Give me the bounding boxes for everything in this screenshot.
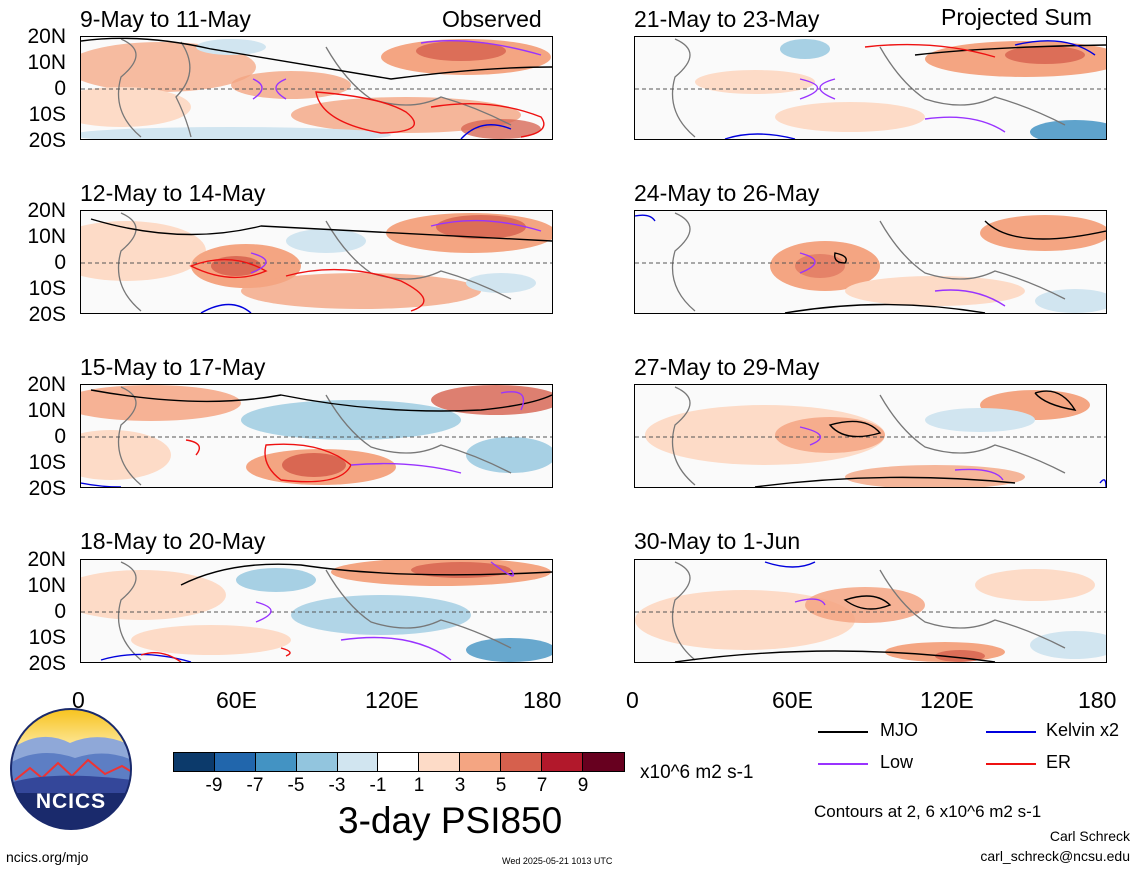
legend-swatch-kelvin [986,731,1036,733]
lat-label: 20S [28,129,66,152]
lat-label: 0 [54,251,66,274]
colorbar-box-8 [501,753,543,771]
lon-label-left-120e: 120E [365,687,419,713]
map-field-3 [81,385,552,487]
lon-label-right-120e: 120E [920,687,974,713]
legend-label-er: ER [1046,752,1072,772]
colorbar-box-0 [174,753,215,771]
credit-author: Carl Schreck [1049,828,1130,844]
lat-label: 10S [28,277,66,300]
ncics-logo-text: NCICS [35,790,107,813]
footer-timestamp: Wed 2025-05-21 1013 UTC [502,856,613,866]
lon-label-left-0: 0 [72,687,85,713]
panel-title-1: 9-May to 11-May [80,6,251,32]
map-field-1 [81,37,552,139]
map-panel-5 [634,36,1107,140]
footer-url: ncics.org/mjo [6,849,89,865]
colorbar-tick: 7 [536,775,548,796]
lat-label: 10S [28,103,66,126]
legend-label-mjo: MJO [880,720,918,740]
panel-title-3: 15-May to 17-May [80,354,266,380]
lat-label: 20S [28,477,66,500]
map-panel-3 [80,384,553,488]
lon-label-right-180: 180 [1078,687,1117,713]
colorbar-tick: -3 [328,775,346,796]
legend-swatch-er [986,763,1036,765]
map-field-6 [635,212,1106,313]
lat-label: 20N [27,199,66,222]
ncics-logo-icon [10,708,132,830]
observed-header: Observed [442,6,542,32]
lat-label: 20S [28,303,66,326]
map-field-8 [635,561,1106,662]
colorbar-box-4 [337,753,379,771]
lat-label: 10S [28,451,66,474]
lat-label: 10N [27,51,66,74]
lat-label: 10N [27,225,66,248]
panel-title-8: 30-May to 1-Jun [634,528,801,554]
lat-label: 10S [28,626,66,649]
colorbar-tick: 5 [495,775,507,796]
panel-title-6: 24-May to 26-May [634,180,820,206]
panel-title-4: 18-May to 20-May [80,528,266,554]
colorbar-units: x10^6 m2 s-1 [640,762,754,783]
projected-sum-header: Projected Sum [941,4,1092,30]
colorbar-box-10 [582,753,624,771]
legend-swatch-mjo [818,731,868,733]
colorbar-box-7 [460,753,502,771]
lon-label-right-60e: 60E [772,687,813,713]
panel-title-2: 12-May to 14-May [80,180,266,206]
map-field-2 [81,212,552,313]
colorbar-tick: -5 [287,775,305,796]
colorbar-tick: -7 [246,775,264,796]
panel-title-7: 27-May to 29-May [634,354,820,380]
lat-label: 20N [27,548,66,571]
map-panel-1 [80,36,553,140]
colorbar-tick: 9 [577,775,589,796]
map-field-4 [81,560,552,662]
ncics-logo: NCICS [10,708,132,830]
lon-label-left-60e: 60E [216,687,257,713]
colorbar-box-1 [214,753,256,771]
panel-title-5: 21-May to 23-May [634,6,820,32]
legend-label-kelvin: Kelvin x2 [1046,720,1120,740]
lat-label: 10N [27,399,66,422]
legend-label-low: Low [880,752,914,772]
map-panel-4 [80,559,553,663]
lat-label: 10N [27,574,66,597]
lat-label: 0 [54,77,66,100]
map-panel-6 [634,210,1107,314]
colorbar-box-6 [419,753,461,771]
colorbar-tick: 1 [413,775,425,796]
colorbar-tick: -9 [205,775,223,796]
contours-note: Contours at 2, 6 x10^6 m2 s-1 [814,802,1042,821]
lat-label: 0 [54,425,66,448]
map-panel-2 [80,210,553,314]
lon-label-left-180: 180 [523,687,562,713]
map-panel-7 [634,384,1107,488]
map-field-7 [635,386,1106,487]
lat-label: 20S [28,652,66,675]
lat-label: 20N [27,373,66,396]
legend-swatch-low [818,763,868,765]
colorbar-tick: -1 [369,775,387,796]
lat-label: 20N [27,25,66,48]
colorbar-box-9 [542,753,583,771]
colorbar [173,752,625,772]
lon-label-right-0: 0 [626,687,639,713]
credit-email: carl_schreck@ncsu.edu [980,848,1130,864]
colorbar-box-5 [378,753,420,771]
map-field-5 [635,38,1106,139]
colorbar-box-3 [296,753,338,771]
chart-title: 3-day PSI850 [338,800,563,841]
map-panel-8 [634,559,1107,663]
colorbar-tick: 3 [454,775,466,796]
lat-label: 0 [54,600,66,623]
colorbar-box-2 [255,753,297,771]
